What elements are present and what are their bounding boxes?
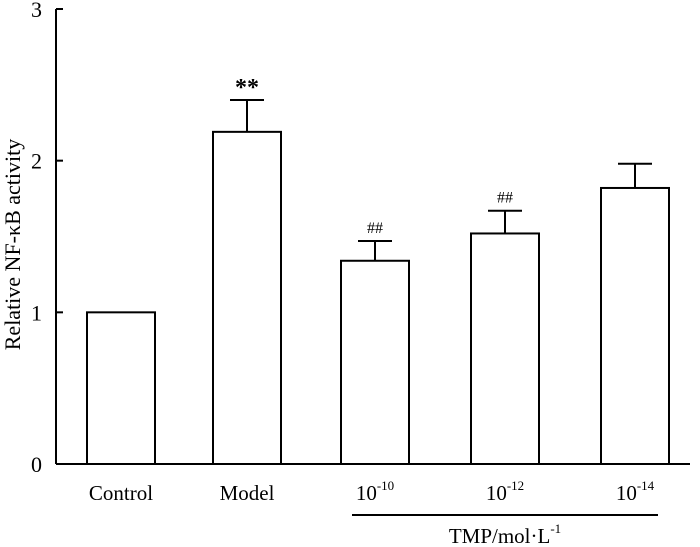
category-exponent: -14 bbox=[637, 478, 655, 493]
category-label-1: Model bbox=[220, 481, 275, 505]
category-label-4: 10-14 bbox=[616, 478, 655, 505]
y-tick-label-1: 1 bbox=[31, 300, 42, 325]
y-tick-label-3: 3 bbox=[31, 0, 42, 22]
bar-3 bbox=[470, 232, 540, 465]
labels: 0 1 2 3 Relative NF-κB activity Control ** Mode… bbox=[0, 0, 655, 547]
group-label-base: TMP/mol·L bbox=[449, 524, 551, 547]
category-base: 10 bbox=[356, 481, 377, 505]
bar-1 bbox=[212, 130, 282, 465]
category-label-2: 10-10 bbox=[356, 478, 394, 505]
y-tick-label-0: 0 bbox=[31, 452, 42, 477]
annotation-2: ## bbox=[367, 220, 383, 237]
category-base: 10 bbox=[616, 481, 637, 505]
bar-0 bbox=[86, 311, 156, 466]
group-label-exponent: -1 bbox=[550, 521, 561, 536]
y-axis-label: Relative NF-κB activity bbox=[0, 139, 25, 351]
annotation-3: ## bbox=[497, 190, 513, 207]
category-label-3: 10-12 bbox=[486, 478, 524, 505]
y-tick-label-2: 2 bbox=[31, 149, 42, 174]
group-label: TMP/mol·L-1 bbox=[449, 521, 561, 547]
category-label-0: Control bbox=[89, 481, 153, 505]
bars bbox=[86, 99, 670, 466]
annotation-1: ** bbox=[235, 75, 259, 101]
bar-4 bbox=[600, 186, 670, 465]
category-base: 10 bbox=[486, 481, 507, 505]
bar-2 bbox=[340, 259, 410, 465]
category-exponent: -12 bbox=[507, 478, 524, 493]
category-exponent: -10 bbox=[377, 478, 394, 493]
